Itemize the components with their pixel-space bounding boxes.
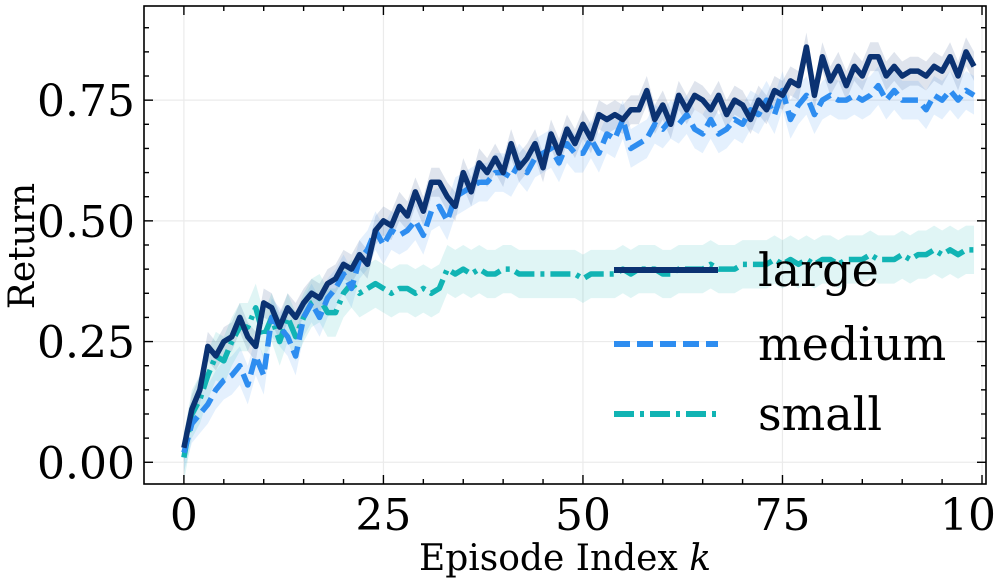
x-tick-label: 0 (170, 490, 198, 541)
x-axis-title-variable: k (689, 538, 711, 579)
line-large (181, 44, 977, 449)
band-large (183, 32, 975, 463)
line-medium (181, 82, 976, 454)
x-axis-title-text: Episode Index (419, 538, 678, 579)
y-tick-labels: 0.00 0.25 0.50 0.75 (37, 76, 135, 489)
legend-label-medium: medium (758, 317, 946, 371)
x-tick-label: 100 (940, 490, 996, 541)
x-tick-label: 50 (555, 490, 611, 541)
y-tick-label: 0.50 (37, 197, 135, 248)
x-tick-label: 75 (754, 490, 810, 541)
y-tick-label: 0.00 (37, 438, 135, 489)
x-tick-labels: 0 25 50 75 100 (170, 490, 996, 541)
x-axis-title: Episode Index k (419, 538, 711, 579)
x-tick-label: 25 (355, 490, 411, 541)
legend: large medium small (614, 243, 946, 441)
axis-ticks (144, 6, 986, 484)
series-lines (181, 44, 977, 458)
legend-label-small: small (758, 387, 882, 441)
line-small (181, 247, 975, 458)
y-tick-label: 0.25 (37, 318, 135, 369)
legend-label-large: large (758, 243, 879, 297)
y-tick-label: 0.75 (37, 76, 135, 127)
y-axis-title: Return (2, 183, 43, 309)
